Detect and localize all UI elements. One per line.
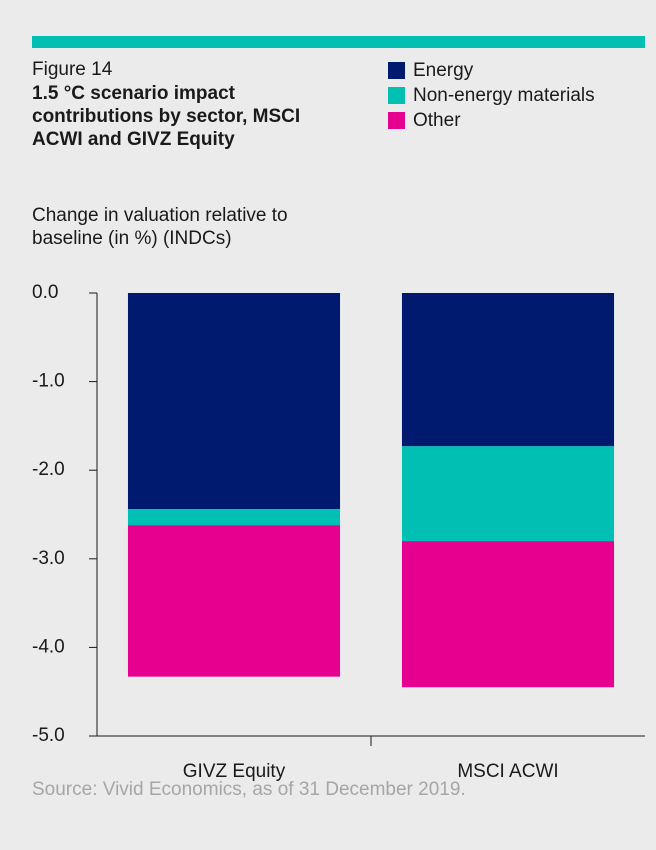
legend-swatch bbox=[388, 87, 405, 104]
bar-segment bbox=[127, 525, 341, 677]
x-tick-label: MSCI ACWI bbox=[457, 761, 558, 782]
bar-segment bbox=[401, 541, 615, 688]
y-tick-label: -1.0 bbox=[32, 371, 65, 392]
source: Source: Vivid Economics, as of 31 Decemb… bbox=[32, 779, 466, 800]
bar-segment bbox=[401, 446, 615, 542]
bar-segment bbox=[127, 293, 341, 510]
y-axis-label: Change in valuation relative to baseline… bbox=[32, 205, 288, 249]
figure-label: Figure 14 bbox=[32, 59, 113, 80]
legend-label: Energy bbox=[413, 60, 474, 81]
legend-swatch bbox=[388, 112, 405, 129]
legend-label: Non-energy materials bbox=[413, 85, 595, 106]
y-tick-label: -5.0 bbox=[32, 725, 65, 746]
y-tick-label: -3.0 bbox=[32, 548, 65, 569]
y-tick-label: 0.0 bbox=[32, 282, 58, 303]
bar-segment bbox=[401, 293, 615, 447]
legend-label: Other bbox=[413, 110, 461, 131]
chart-title: 1.5 °C scenario impact contributions by … bbox=[32, 83, 301, 150]
legend-swatch bbox=[388, 62, 405, 79]
y-tick-label: -2.0 bbox=[32, 459, 65, 480]
y-tick-label: -4.0 bbox=[32, 636, 65, 657]
header-band bbox=[32, 36, 645, 48]
bar-segment bbox=[127, 509, 341, 526]
x-tick-label: GIVZ Equity bbox=[183, 761, 286, 782]
